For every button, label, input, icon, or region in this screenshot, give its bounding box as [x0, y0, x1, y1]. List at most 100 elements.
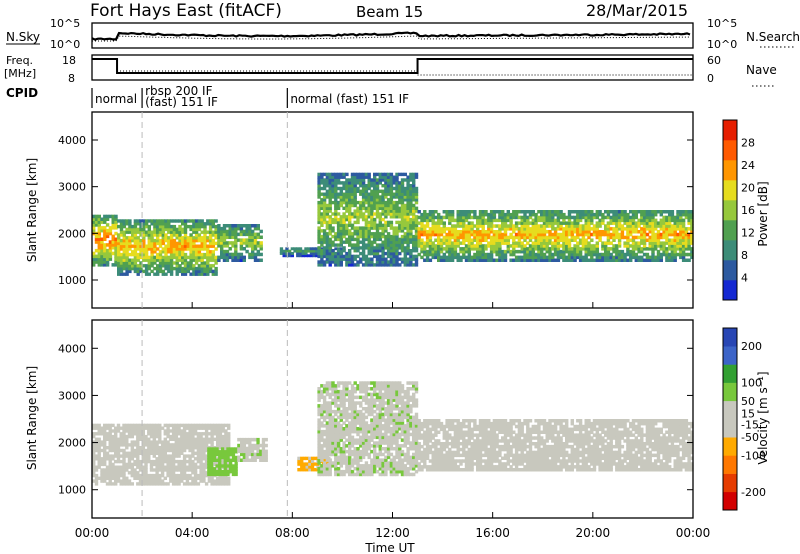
data-cell — [523, 244, 527, 248]
data-cell — [606, 258, 611, 262]
data-cell — [136, 227, 140, 232]
data-cell — [604, 241, 608, 245]
data-cell — [431, 224, 435, 228]
data-cell — [514, 244, 519, 248]
data-cell — [149, 479, 154, 483]
data-cell — [139, 222, 143, 226]
data-cell — [334, 427, 338, 431]
data-cell — [420, 221, 424, 225]
data-cell — [339, 203, 343, 208]
data-cell — [503, 235, 508, 240]
data-cell — [155, 429, 159, 433]
data-cell — [111, 243, 115, 247]
data-cell — [604, 215, 608, 220]
data-cell — [651, 215, 655, 220]
data-cell — [334, 209, 338, 213]
data-cell — [556, 215, 561, 220]
data-cell — [456, 241, 460, 245]
data-cell — [334, 455, 338, 460]
data-cell — [567, 258, 572, 262]
data-cell — [211, 244, 215, 248]
data-cell — [197, 236, 202, 240]
data-cell — [325, 175, 330, 179]
data-cell — [193, 432, 198, 436]
data-cell — [389, 254, 394, 259]
data-cell — [367, 203, 371, 208]
data-cell — [320, 467, 324, 471]
data-cell — [169, 462, 173, 467]
data-cell — [320, 237, 324, 242]
data-cell — [356, 409, 360, 414]
data-cell — [158, 266, 163, 271]
data-cell — [160, 457, 165, 461]
data-cell — [378, 263, 382, 267]
data-cell — [581, 258, 586, 262]
data-cell — [114, 223, 118, 227]
data-cell — [188, 482, 192, 486]
data-cell — [156, 224, 160, 229]
data-cell — [395, 186, 399, 191]
data-cell — [370, 212, 374, 216]
data-cell — [381, 172, 385, 177]
data-cell — [339, 427, 343, 431]
data-cell — [542, 227, 547, 231]
data-cell — [414, 263, 419, 267]
data-cell — [171, 471, 176, 475]
data-cell — [253, 247, 258, 251]
data-cell — [398, 209, 402, 213]
data-cell — [381, 175, 385, 179]
data-cell — [448, 247, 452, 251]
data-cell — [177, 459, 181, 464]
data-cell — [367, 249, 371, 253]
data-cell — [144, 479, 148, 483]
data-cell — [122, 423, 126, 428]
data-cell — [155, 476, 159, 480]
data-cell — [131, 230, 135, 234]
data-cell — [456, 258, 460, 262]
data-cell — [526, 210, 530, 214]
data-cell — [158, 219, 163, 223]
data-cell — [97, 254, 101, 259]
data-cell — [189, 252, 193, 257]
data-cell — [136, 446, 140, 450]
data-cell — [308, 462, 312, 466]
data-cell — [481, 247, 485, 251]
data-cell — [334, 452, 338, 457]
data-cell — [348, 260, 352, 264]
data-cell — [626, 249, 630, 254]
data-cell — [431, 241, 435, 245]
data-cell — [259, 258, 263, 262]
data-cell — [207, 469, 211, 474]
data-cell — [495, 210, 499, 214]
data-cell — [194, 233, 199, 237]
data-cell — [156, 230, 160, 234]
data-cell — [425, 255, 430, 260]
data-cell — [193, 451, 198, 455]
data-cell — [384, 192, 388, 196]
data-cell — [100, 468, 104, 472]
data-cell — [133, 238, 138, 243]
data-cell — [138, 473, 143, 478]
data-cell — [339, 198, 343, 202]
data-cell — [659, 252, 663, 257]
data-cell — [203, 222, 207, 226]
data-cell — [470, 227, 474, 231]
data-cell — [367, 172, 371, 177]
data-cell — [598, 255, 602, 260]
data-cell — [489, 247, 494, 251]
data-cell — [204, 465, 209, 469]
data-cell — [131, 252, 135, 257]
data-cell — [348, 254, 352, 259]
data-cell — [92, 465, 96, 469]
data-cell — [348, 407, 352, 411]
data-cell — [545, 238, 549, 242]
data-cell — [389, 212, 394, 216]
data-cell — [339, 200, 343, 205]
data-cell — [310, 459, 315, 463]
data-cell — [114, 426, 118, 430]
data-cell — [116, 448, 121, 453]
data-cell — [220, 447, 225, 451]
data-cell — [328, 407, 332, 411]
data-cell — [138, 465, 143, 469]
data-cell — [420, 230, 424, 234]
